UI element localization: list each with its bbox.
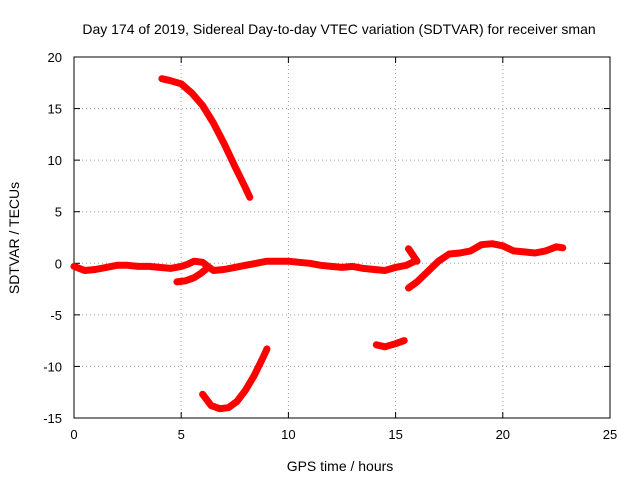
series-arc-short [405,245,421,265]
chart-title: Day 174 of 2019, Sidereal Day-to-day VTE… [82,21,595,37]
x-tick-label: 10 [281,427,295,442]
y-tick-label: -10 [43,359,62,374]
x-tick-label: 15 [388,427,402,442]
x-tick-label: 20 [496,427,510,442]
series-layer [70,75,567,413]
series-arc-main [70,257,419,274]
y-tick-label: -5 [50,308,62,323]
plot-frame [73,56,611,419]
x-tick-label: 0 [70,427,77,442]
series-arc-dip [173,264,211,286]
ticks: 0 5 10 15 20 25 -15 -10 -5 0 5 10 15 20 [43,50,617,442]
y-tick-label: 20 [48,50,62,65]
y-tick-label: 5 [55,205,62,220]
y-tick-label: 10 [48,153,62,168]
x-tick-label: 5 [178,427,185,442]
y-tick-label: 0 [55,256,62,271]
y-axis-label: SDTVAR / TECUs [6,182,22,294]
y-tick-label: 15 [48,102,62,117]
grid [74,57,610,418]
series-arc-mid [372,337,408,351]
x-tick-label: 25 [603,427,617,442]
series-arc-high [158,75,254,201]
y-tick-label: -15 [43,411,62,426]
series-arc-low [199,345,271,413]
series-arc-late [405,240,567,292]
x-axis-label: GPS time / hours [287,458,394,474]
